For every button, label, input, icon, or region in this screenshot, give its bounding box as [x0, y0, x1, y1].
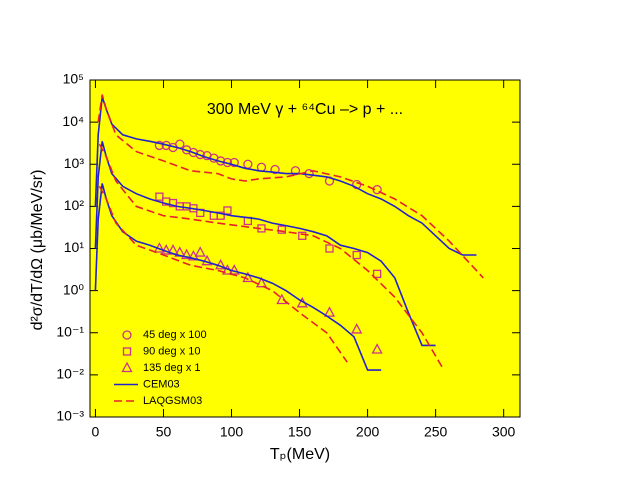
y-tick-label: 10⁵: [63, 71, 84, 87]
legend-label: 45 deg x 100: [143, 329, 207, 341]
point: [270, 164, 280, 175]
curve: [94, 141, 436, 347]
point: [352, 250, 361, 260]
curve: [94, 183, 382, 371]
legend-label: 135 deg x 1: [143, 362, 201, 374]
x-axis-label: Tₚ(MeV): [270, 446, 330, 463]
y-tick-label: 10⁴: [62, 113, 84, 129]
x-tick-label: 0: [92, 424, 100, 440]
point: [188, 147, 199, 158]
x-tick-label: 200: [356, 424, 380, 440]
curve: [98, 143, 444, 368]
curve: [98, 185, 348, 363]
legend-label: 90 deg x 10: [143, 345, 201, 357]
y-tick-label: 10⁻³: [56, 408, 84, 424]
point: [121, 361, 133, 373]
y-axis-label: d²σ/dT/dΩ (μb/MeV/sr): [29, 170, 46, 331]
point: [325, 244, 334, 253]
point: [277, 225, 287, 234]
y-tick-label: 10⁻¹: [56, 323, 84, 339]
point: [372, 269, 382, 279]
point: [122, 347, 132, 356]
point: [223, 206, 232, 215]
point: [194, 246, 206, 257]
point: [216, 211, 225, 220]
point: [290, 166, 301, 176]
y-tick-label: 10⁻²: [56, 366, 84, 382]
point: [181, 248, 193, 260]
legend-label: CEM03: [143, 378, 180, 390]
x-tick-label: 250: [424, 424, 448, 440]
x-tick-label: 50: [156, 424, 172, 440]
point: [351, 323, 363, 334]
point: [160, 244, 172, 255]
y-tick-label: 10³: [64, 155, 85, 171]
point: [228, 264, 240, 275]
point: [154, 140, 165, 151]
y-tick-label: 10⁰: [63, 281, 85, 297]
point: [229, 157, 239, 168]
point: [242, 271, 254, 283]
y-tick-label: 10¹: [64, 239, 85, 255]
point: [155, 192, 164, 201]
point: [201, 254, 213, 266]
chart-title: 300 MeV γ + ⁶⁴Cu –> p + ...: [207, 101, 403, 118]
y-tick-label: 10²: [64, 197, 85, 213]
point: [323, 306, 336, 317]
point: [298, 231, 307, 240]
curve: [94, 96, 477, 256]
x-tick-label: 300: [492, 424, 516, 440]
point: [371, 343, 383, 354]
x-tick-label: 100: [220, 424, 244, 440]
curve: [97, 94, 484, 279]
point: [122, 330, 132, 340]
x-tick-label: 150: [288, 424, 312, 440]
point: [255, 276, 268, 288]
legend-label: LAQGSM03: [143, 395, 202, 407]
point: [215, 258, 227, 270]
